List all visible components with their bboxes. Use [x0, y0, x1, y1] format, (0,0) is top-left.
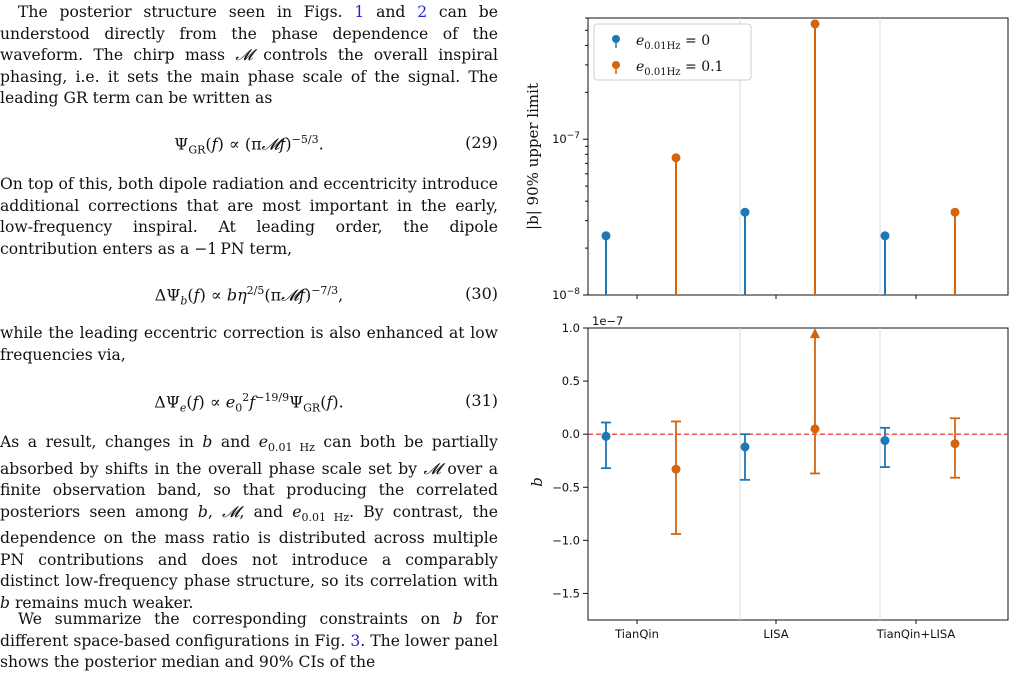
bottom-ylabel: b: [528, 477, 546, 487]
top-point-0-1: [740, 207, 750, 217]
top-point-0-2: [880, 231, 890, 241]
legend-marker-0: [612, 35, 620, 43]
equation-31: ΔΨe(f) ∝ e02f−19/9ΨGR(f). (31): [0, 391, 498, 415]
bottom-ytick-label-2: 0.0: [562, 427, 580, 441]
bottom-panel: 1.0 0.5 0.0 −0.5 −1.0 −1.5 1e−7 TianQin LISA Tian…: [528, 314, 1008, 641]
equation-30: ΔΨb(f) ∝ bη2/5(π𝓜f)−7/3, (30): [0, 284, 498, 308]
equation-29-expr: ΨGR(f) ∝ (π𝓜f)−5/3.: [174, 133, 324, 157]
paragraph-summary: We summarize the corresponding constrain…: [0, 610, 498, 671]
top-point-1-1: [810, 19, 820, 29]
top-point-0-0: [601, 231, 611, 241]
bottom-scale-label: 1e−7: [592, 314, 623, 328]
median-point-0-0: [601, 431, 611, 441]
legend-label-0: e0.01Hz = 0: [636, 33, 710, 52]
equation-31-expr: ΔΨe(f) ∝ e02f−19/9ΨGR(f).: [154, 391, 344, 415]
top-legend: e0.01Hz = 0 e0.01Hz = 0.1: [593, 23, 752, 81]
paper-text-column: The posterior structure seen in Figs. 1 …: [0, 3, 499, 671]
bottom-ytick-label-0: 1.0: [562, 321, 580, 335]
median-point-1-1: [810, 424, 820, 434]
top-ylabel: |b| 90% upper limit: [524, 83, 542, 230]
top-point-1-2: [950, 207, 960, 217]
equation-30-number: (30): [465, 284, 498, 303]
figure-ref-3[interactable]: 3: [350, 631, 361, 650]
figure-ref-2[interactable]: 2: [417, 3, 428, 21]
median-point-0-2: [880, 436, 890, 446]
bottom-ytick-label-1: 0.5: [562, 374, 580, 388]
legend-label-1: e0.01Hz = 0.1: [636, 59, 723, 78]
median-point-1-0: [671, 464, 681, 474]
median-point-1-2: [950, 439, 960, 449]
bottom-ytick-label-4: −1.0: [552, 533, 580, 547]
errorbar-arrow-1-1: [810, 328, 820, 339]
equation-29-number: (29): [465, 133, 498, 152]
equation-29: ΨGR(f) ∝ (π𝓜f)−5/3. (29): [0, 133, 498, 157]
equation-30-expr: ΔΨb(f) ∝ bη2/5(π𝓜f)−7/3,: [154, 284, 344, 308]
figure-3: 10−8 10−7 |b| 90% upper limit e0.01Hz = 0 e0…: [520, 0, 1011, 681]
bottom-xtick-label-2: TianQin+LISA: [876, 627, 956, 641]
equation-31-number: (31): [465, 391, 498, 410]
top-point-1-0: [671, 153, 681, 163]
top-ytick-label-0: 10−8: [552, 287, 580, 302]
bottom-ytick-label-5: −1.5: [552, 586, 580, 600]
top-ytick-label-1: 10−7: [552, 131, 580, 146]
paragraph-absorbed: As a result, changes in b and e0.01 Hz c…: [0, 433, 499, 612]
figure-ref-1[interactable]: 1: [354, 3, 365, 21]
median-point-0-1: [740, 442, 750, 452]
bottom-panel-frame: [587, 327, 1009, 621]
paragraph-posterior-structure: The posterior structure seen in Figs. 1 …: [0, 3, 498, 107]
top-panel-frame: [587, 17, 1009, 296]
bottom-ytick-label-3: −0.5: [552, 480, 580, 494]
bottom-xtick-label-0: TianQin: [614, 627, 659, 641]
legend-box: [593, 23, 752, 81]
legend-marker-1: [612, 61, 620, 69]
paragraph-eccentric: while the leading eccentric correction i…: [0, 324, 498, 364]
paragraph-dipole: On top of this, both dipole radiation an…: [0, 175, 498, 258]
bottom-xtick-label-1: LISA: [763, 627, 788, 641]
